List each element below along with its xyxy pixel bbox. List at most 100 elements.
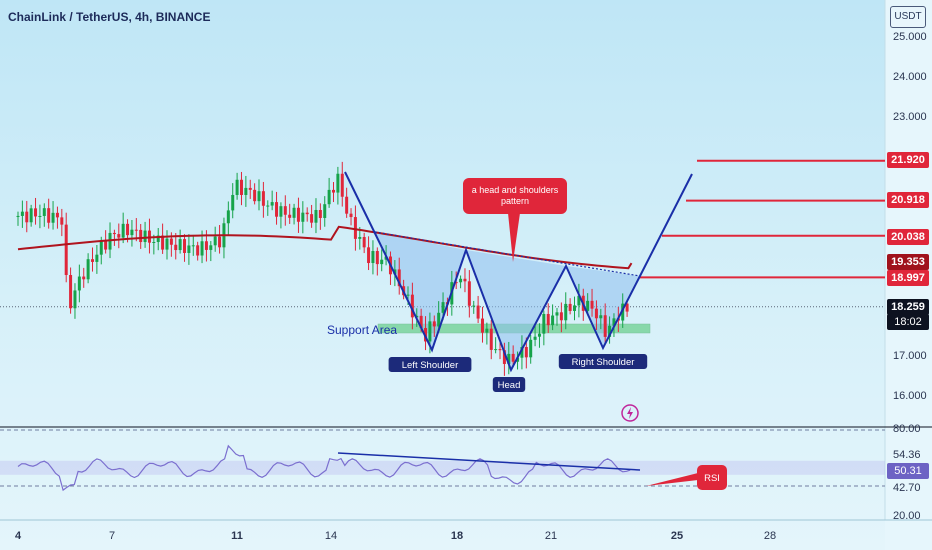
pattern-callout-box <box>463 178 567 214</box>
last-price-badge: 18.259 <box>887 299 929 315</box>
candle-body <box>90 259 94 262</box>
candle-body <box>608 325 612 337</box>
candle-body <box>612 318 616 326</box>
candle-body <box>283 206 287 215</box>
candle-body <box>257 191 261 202</box>
candle-body <box>432 321 436 327</box>
candle-body <box>47 208 51 223</box>
pattern-callout-pointer <box>508 213 520 262</box>
pattern-callout-text: a head and shoulders pattern <box>472 185 559 206</box>
candle-body <box>441 302 445 313</box>
candle-body <box>209 245 213 250</box>
candle-body <box>459 278 463 283</box>
candle-body <box>564 303 568 321</box>
right-shoulder-label-box <box>558 354 648 369</box>
time-label-18: 18 <box>450 530 464 542</box>
right-shoulder-label: Right Shoulder <box>558 354 648 369</box>
candle-body <box>95 254 99 262</box>
candle-body <box>332 189 336 193</box>
candle-body <box>419 315 423 329</box>
price-tick-17: 17.000 <box>893 350 927 362</box>
candle-body <box>353 217 357 239</box>
candle-body <box>568 303 572 311</box>
candle-body <box>213 236 217 246</box>
candle-body <box>29 208 33 223</box>
candle-body <box>577 295 581 306</box>
candle-body <box>555 312 559 316</box>
candle-body <box>507 353 511 364</box>
candle-body <box>156 235 160 242</box>
candle-body <box>34 208 38 217</box>
candle-body <box>327 189 331 205</box>
candle-body <box>380 259 384 265</box>
currency-button[interactable]: USDT <box>890 6 926 28</box>
candle-body <box>476 305 480 319</box>
countdown-badge: 18:02 <box>887 314 929 330</box>
candle-body <box>16 215 20 217</box>
candle-body <box>397 269 401 287</box>
left-shoulder-label: Left Shoulder <box>388 357 472 372</box>
target-badge-1: 21.920 <box>887 152 929 168</box>
time-label-11: 11 <box>231 530 243 542</box>
candle-body <box>275 202 279 217</box>
candle-body <box>542 313 546 334</box>
left-shoulder-label-box <box>388 357 472 372</box>
candle-body <box>99 241 103 255</box>
candle-body <box>485 328 489 333</box>
time-label-14: 14 <box>324 530 338 542</box>
candle-body <box>559 312 563 321</box>
candle-body <box>86 259 90 280</box>
candle-body <box>301 212 305 222</box>
head-label: Head <box>492 377 526 392</box>
candle-body <box>239 179 243 195</box>
candle-body <box>130 229 134 236</box>
candle-body <box>64 224 68 276</box>
right-shoulder-label-text: Right Shoulder <box>572 357 635 368</box>
rsi-callout-pointer <box>646 473 698 486</box>
candle-body <box>406 294 410 296</box>
candle-body <box>340 173 344 197</box>
candle-body <box>520 347 524 358</box>
pattern-fill-head <box>466 250 566 370</box>
candle-body <box>73 290 77 309</box>
candle-body <box>454 282 458 284</box>
candle-body <box>437 312 441 327</box>
chart-title: ChainLink / TetherUS, 4h, BINANCE <box>8 10 211 24</box>
time-label-25: 25 <box>670 530 684 542</box>
rsi-band <box>0 460 885 475</box>
left-shoulder-label-text: Left Shoulder <box>402 360 459 371</box>
candle-body <box>288 214 292 218</box>
candle-body <box>621 303 625 321</box>
candle-body <box>375 251 379 265</box>
pattern-neckline <box>374 231 641 277</box>
candle-body <box>261 191 265 206</box>
candle-body <box>244 187 248 195</box>
rsi-line <box>17 444 631 492</box>
candle-body <box>336 173 340 193</box>
candle-body <box>55 212 59 218</box>
candle-body <box>362 237 366 248</box>
candle-body <box>231 194 235 211</box>
rsi-tick-4270: 42.70 <box>893 482 921 494</box>
candle-body <box>551 315 555 326</box>
candle-body <box>296 207 300 222</box>
head-label-text: Head <box>498 380 521 391</box>
candle-body <box>25 211 29 223</box>
candle-body <box>511 353 515 362</box>
candle-body <box>183 239 187 253</box>
target-badge-2: 20.918 <box>887 192 929 208</box>
candle-body <box>502 350 506 364</box>
candle-body <box>174 244 178 251</box>
candle-body <box>625 303 629 312</box>
candle-body <box>69 275 73 309</box>
candle-body <box>226 210 230 224</box>
head-label-box <box>492 377 526 392</box>
lightning-icon-ring <box>621 404 639 422</box>
candle-body <box>345 196 349 214</box>
candle-body <box>187 245 191 253</box>
candle-body <box>410 294 414 318</box>
candle-body <box>367 247 371 264</box>
candle-body <box>480 318 484 333</box>
